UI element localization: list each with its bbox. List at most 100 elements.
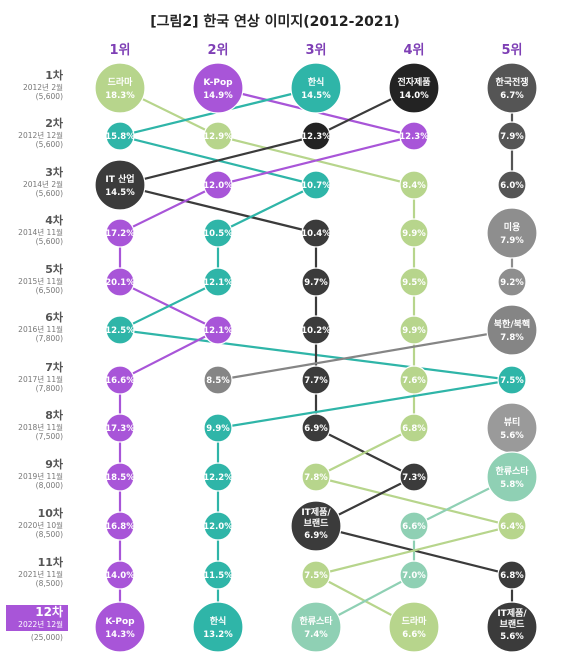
rank-node-circle	[399, 511, 429, 541]
rank-node: 6.9%	[301, 413, 331, 443]
rank-node-name: 한국전쟁	[495, 76, 528, 88]
rank-node: 7.6%	[399, 365, 429, 395]
rank-node-value: 5.8%	[500, 480, 524, 490]
rank-node-value: 11.5%	[203, 571, 233, 581]
rank-node-value: 6.6%	[402, 630, 426, 640]
rank-node-name: 한식	[210, 615, 227, 627]
column-headers: 1위 2위 3위 4위 5위	[109, 43, 522, 58]
rank-node: 11.5%	[203, 560, 233, 590]
round-sample: (5,600)	[36, 140, 63, 149]
rank-node-circle	[301, 315, 331, 345]
rank-node-value: 16.6%	[105, 376, 135, 386]
rank-node-circle	[94, 159, 146, 211]
round-date: 2016년 11월	[18, 324, 63, 334]
rank-node: 14.0%	[105, 560, 135, 590]
rank-node: 10.2%	[301, 315, 331, 345]
rank-node-circle	[301, 121, 331, 151]
rank-node-circle	[399, 121, 429, 151]
rank-node: 6.4%	[497, 511, 527, 541]
chart-title: [그림2] 한국 연상 이미지(2012-2021)	[150, 13, 400, 30]
column-header: 4위	[403, 43, 424, 58]
round-label: 8차	[45, 408, 64, 422]
rank-node-value: 6.8%	[500, 571, 524, 581]
rank-node-circle	[399, 462, 429, 492]
rank-link	[119, 281, 219, 331]
round-sample: (8,500)	[36, 530, 63, 539]
rank-node: 12.3%	[399, 121, 429, 151]
rank-link	[119, 184, 219, 234]
rank-node-circle	[105, 218, 135, 248]
rank-node-name: K-Pop	[105, 617, 135, 627]
rank-node: 한식 13.2%	[192, 601, 244, 653]
round-label: 2차	[45, 116, 64, 130]
rank-node-value: 5.6%	[500, 632, 524, 642]
rank-nodes: 드라마 18.3% K-Pop 14.9% 한식 14.5% 전자제품 14.0% 한국전쟁 6.…	[94, 62, 538, 653]
rank-node: 9.9%	[399, 218, 429, 248]
rank-node-circle	[192, 62, 244, 114]
rank-node-circle	[105, 462, 135, 492]
rank-node-name: 드라마	[108, 76, 134, 88]
rank-node: 한국전쟁 6.7%	[486, 62, 538, 114]
column-header: 3위	[305, 43, 326, 58]
rank-node-name: 드라마	[402, 615, 428, 627]
rank-node-circle	[192, 601, 244, 653]
round-sample: (5,600)	[36, 189, 63, 198]
rank-node-circle	[203, 218, 233, 248]
rank-node: 18.5%	[105, 462, 135, 492]
rank-link	[217, 134, 415, 187]
rank-node-name: 브랜드	[304, 517, 330, 529]
rank-node-name: K-Pop	[203, 78, 233, 88]
rank-node-value: 7.7%	[304, 376, 328, 386]
rank-node-circle	[486, 451, 538, 503]
rank-node-value: 14.0%	[399, 91, 429, 101]
rank-node: 한식 14.5%	[290, 62, 342, 114]
round-date: 2022년 12월	[18, 619, 63, 629]
rank-node-circle	[94, 601, 146, 653]
rank-node: 한류스타 5.8%	[486, 451, 538, 503]
round-date: 2015년 11월	[18, 276, 63, 286]
rank-node-circle	[301, 365, 331, 395]
round-label: 3차	[45, 165, 64, 179]
rank-node-circle	[290, 500, 342, 552]
rank-node: 드라마 18.3%	[94, 62, 146, 114]
rank-node: 10.4%	[301, 218, 331, 248]
rank-node-value: 14.3%	[105, 630, 135, 640]
rank-node-circle	[497, 170, 527, 200]
rank-node-value: 17.2%	[105, 229, 135, 239]
rank-node-circle	[301, 560, 331, 590]
rank-node-value: 10.5%	[203, 229, 233, 239]
rank-node: 17.2%	[105, 218, 135, 248]
rank-node-value: 12.9%	[203, 132, 233, 142]
rank-node-value: 7.6%	[402, 376, 426, 386]
rank-node: 16.8%	[105, 511, 135, 541]
round-date: 2014년 11월	[18, 227, 63, 237]
rank-node-value: 7.3%	[402, 473, 426, 483]
rank-node-value: 6.9%	[304, 531, 328, 541]
rank-node: 9.9%	[399, 315, 429, 345]
round-date: 2012년 12월	[18, 130, 63, 140]
rank-node-name: 전자제품	[397, 76, 430, 88]
rank-node-value: 14.5%	[301, 91, 331, 101]
rank-link	[315, 475, 513, 528]
rank-node-value: 6.9%	[304, 424, 328, 434]
round-label: 12차	[35, 604, 63, 619]
rank-node-value: 20.1%	[105, 278, 135, 288]
rank-node: 7.5%	[301, 560, 331, 590]
rank-node: 6.8%	[497, 560, 527, 590]
rank-node-circle	[388, 601, 440, 653]
rank-node-value: 12.5%	[105, 326, 135, 336]
rank-node: 뷰티 5.6%	[486, 402, 538, 454]
rank-node-value: 7.9%	[500, 236, 524, 246]
round-date: 2017년 11월	[18, 374, 63, 384]
round-sample: (8,500)	[36, 579, 63, 588]
rank-node-value: 16.8%	[105, 522, 135, 532]
rank-node: K-Pop 14.3%	[94, 601, 146, 653]
rank-node-circle	[399, 218, 429, 248]
rank-node-circle	[203, 267, 233, 297]
rank-node: 12.5%	[105, 315, 135, 345]
rank-node-circle	[203, 365, 233, 395]
rank-node-value: 9.2%	[500, 278, 524, 288]
rank-node-name: IT 산업	[105, 173, 134, 185]
rank-node-value: 18.5%	[105, 473, 135, 483]
rank-node-value: 9.9%	[402, 229, 426, 239]
